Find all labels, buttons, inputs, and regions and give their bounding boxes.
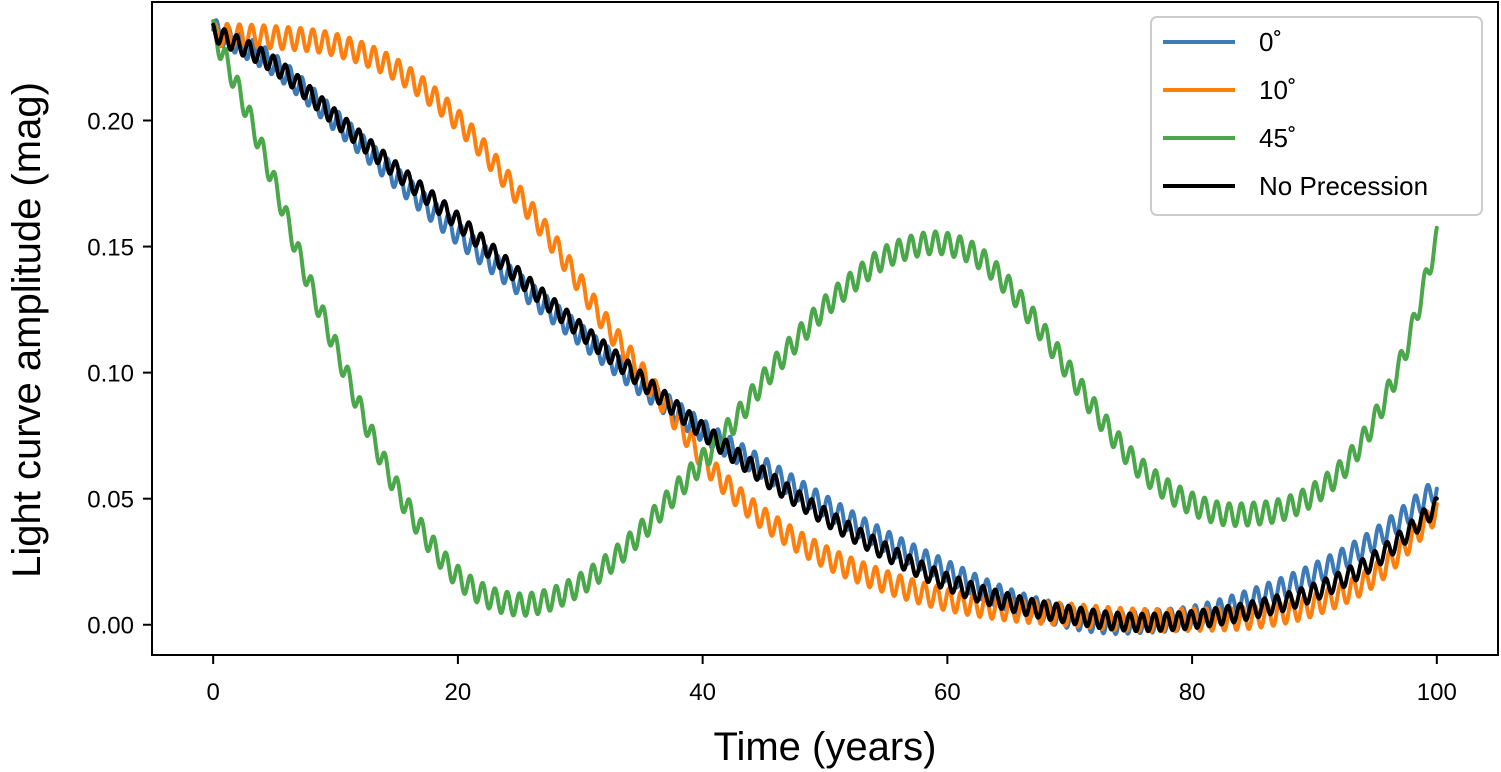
x-tick-label: 40 <box>689 679 716 706</box>
x-axis-ticks: 0 20 40 60 80 100 <box>207 655 1457 706</box>
plot-frame <box>151 1 1499 656</box>
y-tick-label: 0.15 <box>87 235 134 262</box>
series-line-3 <box>211 22 1439 634</box>
x-tick-label: 20 <box>445 679 472 706</box>
x-axis-label: Time (years) <box>714 725 937 769</box>
legend-label-1: 10˚ <box>1259 75 1297 105</box>
legend-label-3: No Precession <box>1259 171 1428 201</box>
series-layer <box>211 18 1439 636</box>
x-tick-label: 100 <box>1417 679 1457 706</box>
y-tick-label: 0.10 <box>87 361 134 388</box>
legend: 0˚ 10˚ 45˚ No Precession <box>1150 16 1483 216</box>
y-axis-label: Light curve amplitude (mag) <box>5 82 49 578</box>
y-axis-ticks: 0.00 0.05 0.10 0.15 0.20 <box>87 108 152 640</box>
x-tick-label: 80 <box>1179 679 1206 706</box>
y-tick-label: 0.05 <box>87 487 134 514</box>
series-line-2 <box>211 19 1439 618</box>
x-tick-label: 0 <box>207 679 220 706</box>
x-tick-label: 60 <box>934 679 961 706</box>
y-tick-label: 0.00 <box>87 613 134 640</box>
legend-label-0: 0˚ <box>1259 27 1282 57</box>
legend-label-2: 45˚ <box>1259 123 1297 153</box>
y-tick-label: 0.20 <box>87 108 134 135</box>
legend-frame <box>1150 16 1483 216</box>
